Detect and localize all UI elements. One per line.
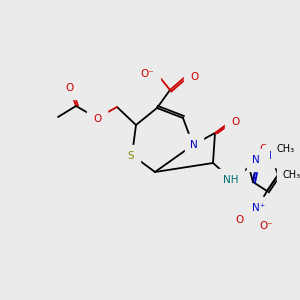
Text: CH₃: CH₃ [283,170,300,180]
Text: N⁺: N⁺ [252,203,266,213]
Text: O: O [93,114,101,124]
Text: CH₃: CH₃ [277,144,295,154]
Text: NH: NH [223,175,239,185]
Text: N: N [190,140,198,150]
Text: O: O [236,215,244,225]
Text: O: O [65,83,73,93]
Text: S: S [128,151,134,161]
Text: N: N [252,155,260,165]
Text: O: O [231,117,239,127]
Text: O: O [259,144,267,154]
Text: O⁻: O⁻ [259,221,273,231]
Text: O: O [190,72,198,82]
Text: N: N [269,151,277,161]
Text: O⁻: O⁻ [140,69,154,79]
